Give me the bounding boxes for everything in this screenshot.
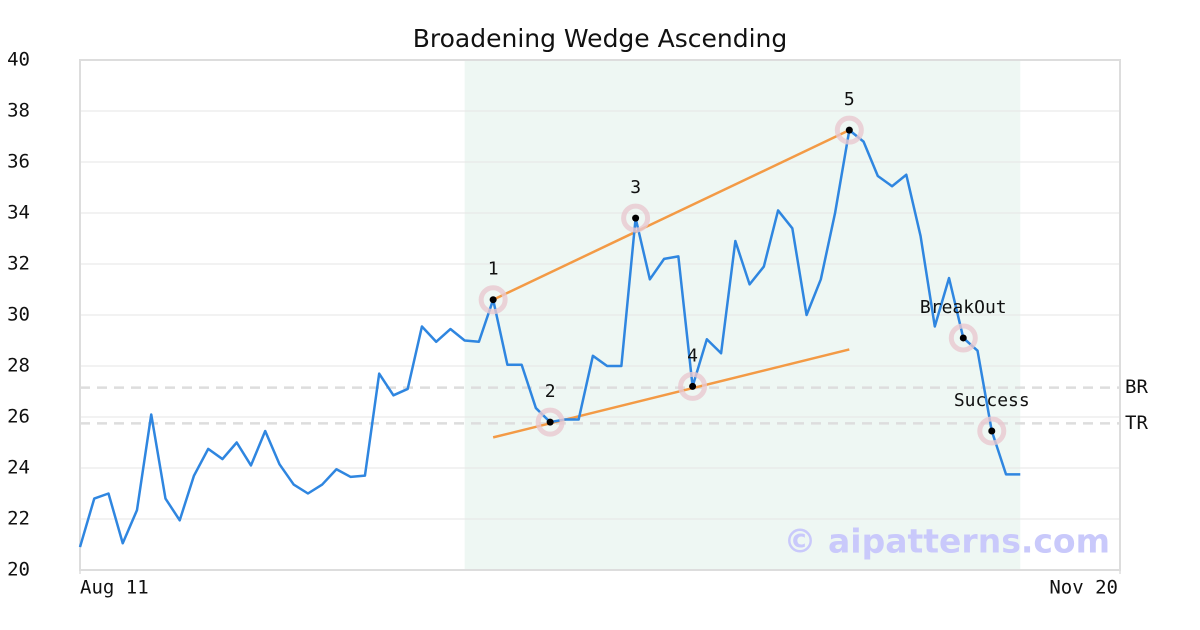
y-tick-label: 28 bbox=[7, 355, 30, 377]
y-tick-label: 38 bbox=[7, 100, 30, 122]
pivot-label: 1 bbox=[488, 259, 499, 280]
y-tick-label: 22 bbox=[7, 508, 30, 530]
pivot-point bbox=[845, 126, 853, 134]
pivot-label: 5 bbox=[844, 89, 855, 110]
pivot-point bbox=[546, 418, 554, 426]
y-tick-label: 30 bbox=[7, 304, 30, 326]
x-tick-label: Aug 11 bbox=[80, 577, 149, 599]
x-tick-label: Nov 20 bbox=[1049, 577, 1118, 599]
pivot-label: BreakOut bbox=[920, 297, 1007, 318]
y-tick-label: 24 bbox=[7, 457, 30, 479]
pivot-label: 3 bbox=[630, 177, 641, 198]
y-tick-label: 36 bbox=[7, 151, 30, 173]
pivot-label: Success bbox=[954, 390, 1030, 411]
pivot-label: 2 bbox=[545, 381, 556, 402]
y-tick-label: 34 bbox=[7, 202, 30, 224]
pivot-label: 4 bbox=[687, 345, 698, 366]
pivot-point bbox=[632, 214, 640, 222]
y-tick-label: 26 bbox=[7, 406, 30, 428]
pivot-halo bbox=[535, 407, 565, 437]
pivot-point bbox=[988, 427, 996, 435]
trend-line bbox=[492, 128, 850, 301]
pivot-point bbox=[959, 334, 967, 342]
pivot-halo bbox=[478, 285, 508, 315]
pivot-halo bbox=[977, 416, 1007, 446]
y-tick-label: 40 bbox=[7, 49, 30, 71]
pivot-point bbox=[689, 382, 697, 390]
y-tick-label: 20 bbox=[7, 559, 30, 581]
pivot-point bbox=[489, 296, 497, 304]
pivot-halo bbox=[948, 323, 978, 353]
watermark: © aipatterns.com bbox=[784, 522, 1110, 561]
level-label: BR bbox=[1125, 376, 1148, 398]
chart-title: Broadening Wedge Ascending bbox=[413, 24, 788, 53]
y-tick-label: 32 bbox=[7, 253, 30, 275]
pivot-halo bbox=[834, 115, 864, 145]
plot-frame bbox=[79, 59, 1121, 571]
pivot-halo bbox=[621, 203, 651, 233]
pivot-halo bbox=[678, 371, 708, 401]
level-label: TR bbox=[1125, 412, 1148, 434]
